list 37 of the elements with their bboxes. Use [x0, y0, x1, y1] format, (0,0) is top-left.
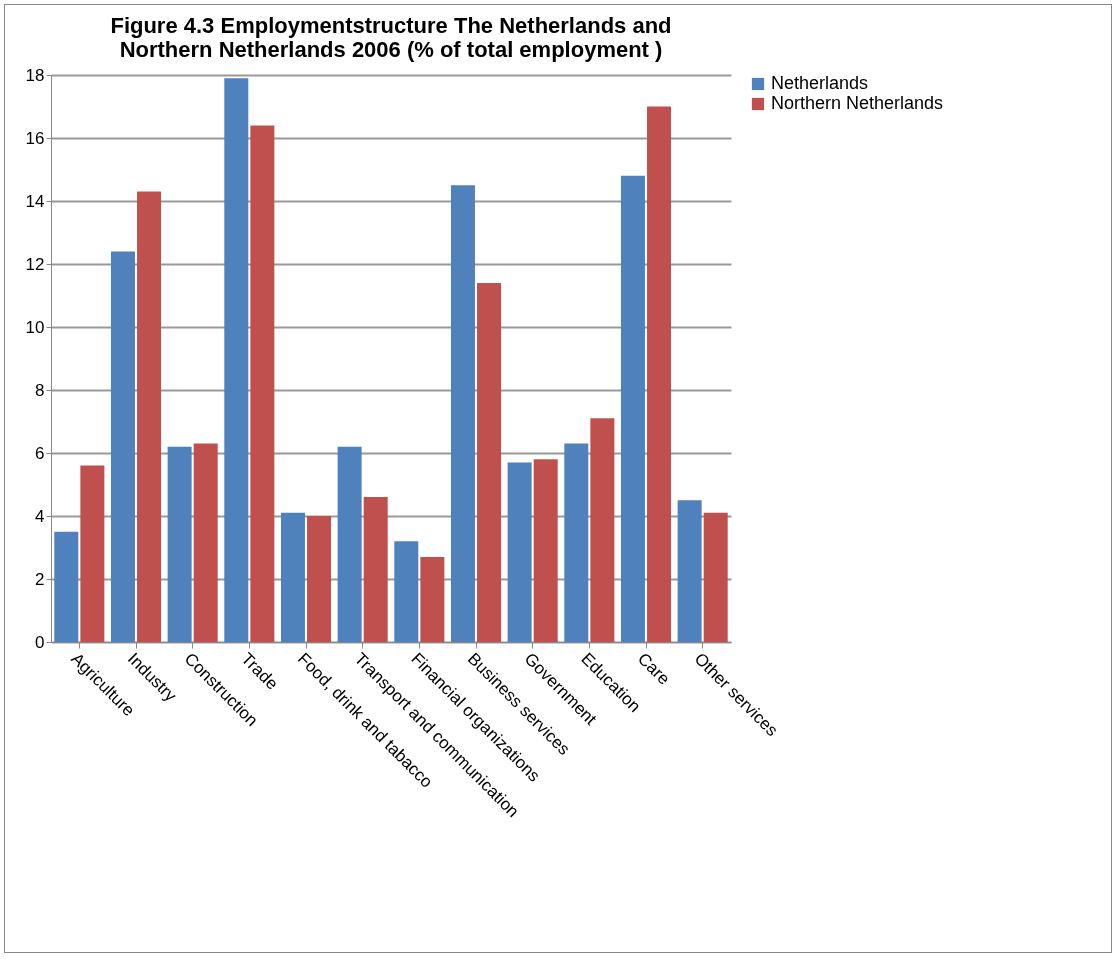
bar	[703, 512, 728, 642]
bar	[450, 185, 475, 642]
bar	[394, 541, 419, 642]
bar	[590, 418, 615, 642]
bar	[224, 78, 249, 642]
legend-label: Northern Netherlands	[771, 93, 944, 113]
bar	[337, 446, 362, 642]
y-tick-label: 8	[35, 380, 45, 400]
bar	[167, 446, 192, 642]
bar	[137, 191, 162, 642]
bar	[280, 512, 305, 642]
y-tick-label: 14	[25, 191, 45, 211]
bar	[193, 443, 218, 642]
legend-label: Netherlands	[771, 73, 869, 93]
y-tick-label: 18	[25, 65, 45, 85]
y-tick-label: 6	[35, 443, 45, 463]
y-tick-label: 4	[35, 506, 45, 526]
bar	[363, 497, 388, 642]
chart-title: Figure 4.3 Employmentstructure The Netherlands and Northern Netherlands 2006 (% of total employment )	[110, 13, 672, 62]
y-tick-label: 12	[25, 254, 45, 274]
bar	[533, 459, 558, 642]
bar	[80, 465, 105, 642]
bar	[307, 516, 332, 642]
bar	[677, 500, 702, 642]
bar	[620, 175, 645, 642]
bar	[54, 531, 79, 642]
bar	[647, 106, 672, 642]
bar	[507, 462, 532, 642]
y-tick-label: 10	[25, 317, 45, 337]
y-tick-label: 16	[25, 128, 45, 148]
y-tick-label: 0	[35, 632, 45, 652]
bar	[477, 282, 502, 642]
bar	[420, 556, 445, 642]
y-tick-label: 2	[35, 569, 45, 589]
bar	[564, 443, 589, 642]
bar	[250, 125, 275, 642]
bar	[110, 251, 135, 642]
